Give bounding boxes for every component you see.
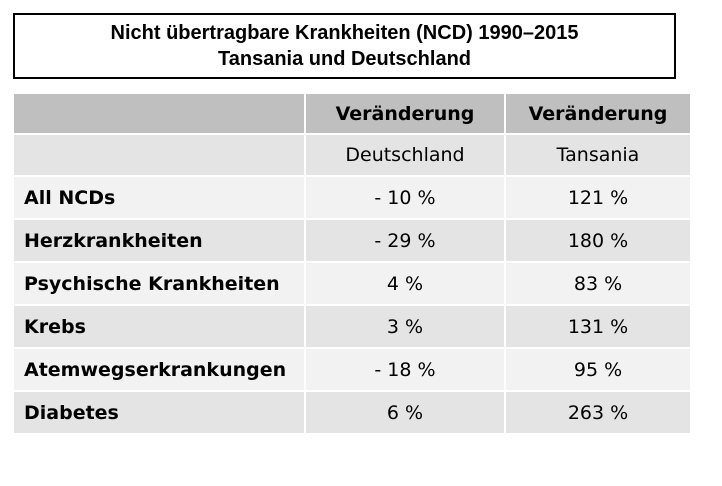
table-row: Diabetes 6 % 263 %: [14, 392, 690, 435]
subheader-deutschland: Deutschland: [304, 135, 504, 177]
value-tansania: 180 %: [504, 220, 690, 263]
value-tansania: 95 %: [504, 349, 690, 392]
header-veraenderung-tansania: Veränderung: [504, 94, 690, 135]
value-deutschland: 4 %: [304, 263, 504, 306]
row-label: Atemwegserkrankungen: [14, 349, 304, 392]
header-empty-cell: [14, 94, 304, 135]
value-tansania: 83 %: [504, 263, 690, 306]
table-row: Atemwegserkrankungen - 18 % 95 %: [14, 349, 690, 392]
table-row: Psychische Krankheiten 4 % 83 %: [14, 263, 690, 306]
chart-title-box: Nicht übertragbare Krankheiten (NCD) 199…: [13, 13, 676, 79]
table-header-row: Veränderung Veränderung: [14, 94, 690, 135]
subheader-tansania: Tansania: [504, 135, 690, 177]
subheader-empty-cell: [14, 135, 304, 177]
row-label: Herzkrankheiten: [14, 220, 304, 263]
row-label: All NCDs: [14, 177, 304, 220]
value-deutschland: 6 %: [304, 392, 504, 435]
value-deutschland: - 10 %: [304, 177, 504, 220]
table-row: All NCDs - 10 % 121 %: [14, 177, 690, 220]
value-tansania: 131 %: [504, 306, 690, 349]
table-row: Krebs 3 % 131 %: [14, 306, 690, 349]
row-label: Diabetes: [14, 392, 304, 435]
chart-title-line-1: Nicht übertragbare Krankheiten (NCD) 199…: [110, 22, 579, 44]
value-deutschland: - 29 %: [304, 220, 504, 263]
ncd-table: Veränderung Veränderung Deutschland Tans…: [14, 94, 690, 435]
table-row: Herzkrankheiten - 29 % 180 %: [14, 220, 690, 263]
row-label: Krebs: [14, 306, 304, 349]
value-deutschland: - 18 %: [304, 349, 504, 392]
value-tansania: 263 %: [504, 392, 690, 435]
header-veraenderung-deutschland: Veränderung: [304, 94, 504, 135]
value-tansania: 121 %: [504, 177, 690, 220]
table-subheader-row: Deutschland Tansania: [14, 135, 690, 177]
value-deutschland: 3 %: [304, 306, 504, 349]
chart-title-line-2: Tansania und Deutschland: [218, 48, 471, 70]
row-label: Psychische Krankheiten: [14, 263, 304, 306]
